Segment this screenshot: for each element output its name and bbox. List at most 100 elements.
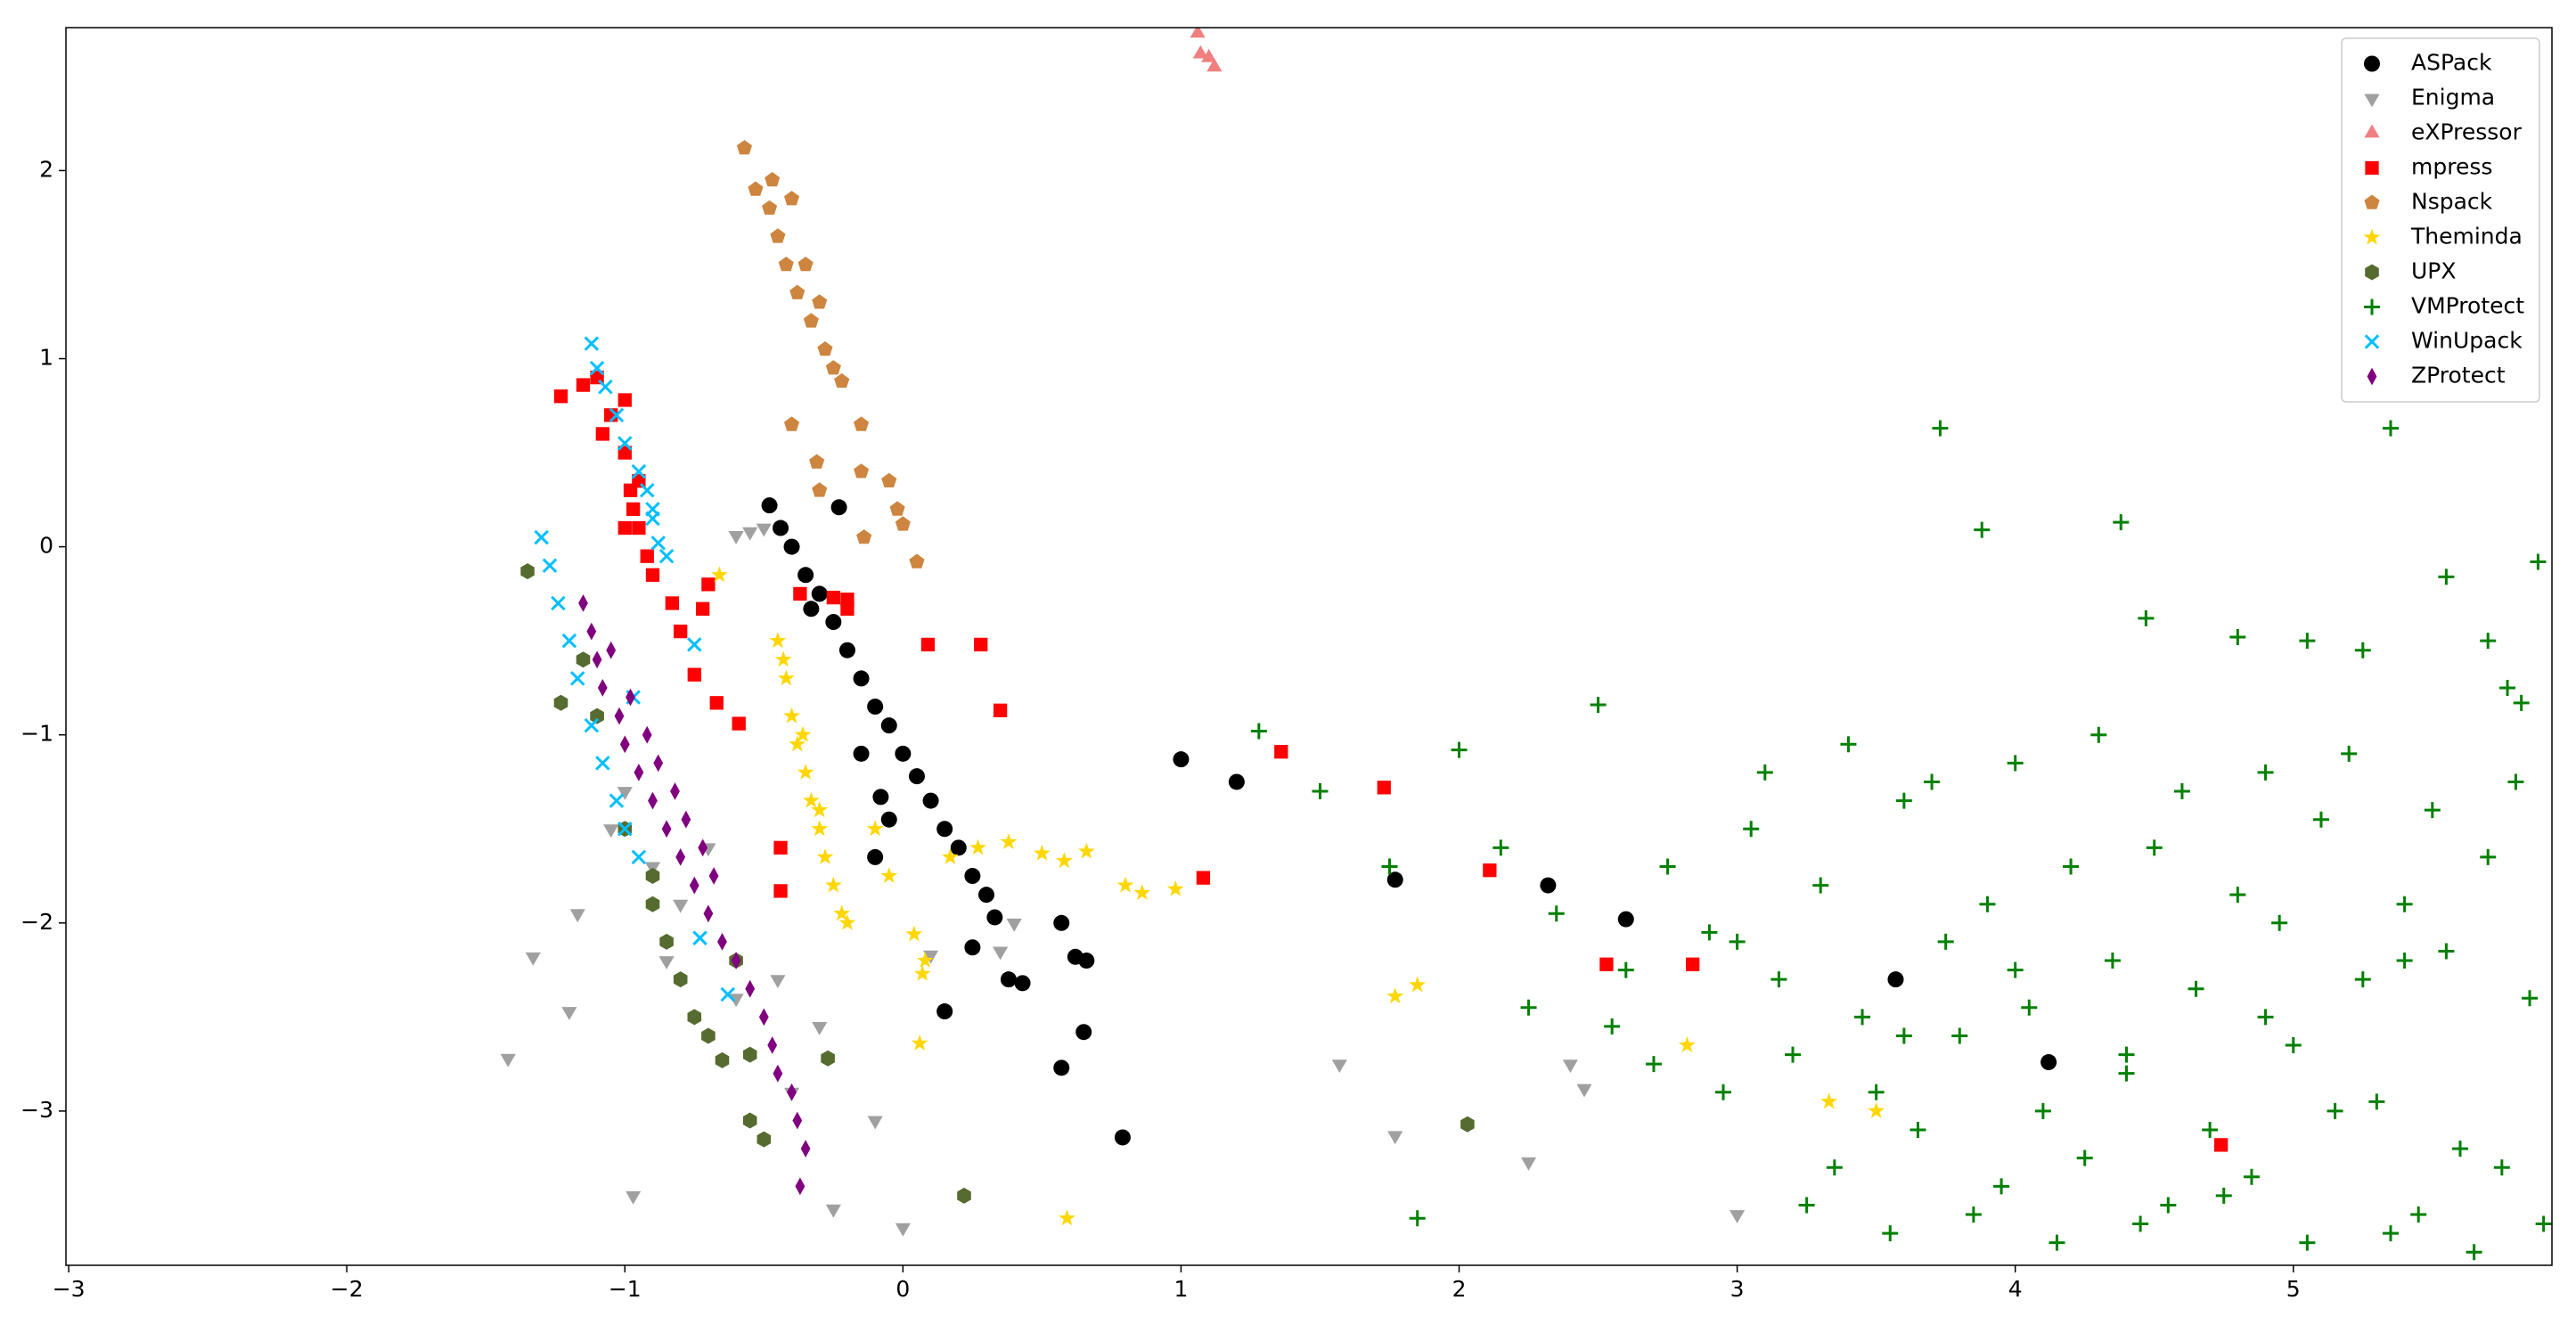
legend-marker	[2364, 299, 2380, 315]
point	[1882, 1225, 1899, 1242]
point	[1250, 723, 1267, 740]
point	[1617, 911, 1634, 928]
point	[742, 527, 758, 541]
point	[1951, 1027, 1968, 1044]
point	[617, 393, 632, 407]
point	[645, 568, 660, 582]
legend-label: ZProtect	[2411, 363, 2506, 389]
legend-label: Nspack	[2411, 189, 2493, 215]
point	[936, 1003, 953, 1020]
point	[1645, 1056, 1662, 1073]
point	[1887, 971, 1904, 988]
point	[825, 614, 842, 631]
point	[696, 601, 710, 616]
point	[867, 848, 884, 865]
point	[2382, 1225, 2399, 1242]
point	[590, 707, 604, 724]
point	[561, 1007, 577, 1020]
point	[770, 228, 786, 243]
point	[880, 811, 897, 828]
point	[2257, 1009, 2274, 1026]
point	[811, 585, 828, 602]
point	[631, 849, 647, 865]
plot-points	[500, 28, 2552, 1261]
point	[673, 899, 689, 913]
point	[661, 820, 672, 838]
point	[789, 735, 806, 752]
point	[653, 754, 664, 773]
point	[650, 536, 666, 551]
point	[606, 641, 617, 659]
point	[833, 904, 851, 921]
point	[803, 791, 820, 808]
point	[964, 868, 981, 885]
point	[687, 667, 701, 682]
point	[2522, 990, 2539, 1007]
point	[773, 840, 788, 855]
point	[648, 791, 658, 810]
point	[867, 699, 884, 716]
point	[500, 1053, 516, 1067]
point	[525, 952, 541, 966]
point	[1166, 879, 1184, 896]
point	[2090, 726, 2107, 743]
point	[1548, 905, 1565, 922]
point	[1617, 961, 1634, 978]
point	[2535, 1215, 2552, 1232]
point	[1000, 833, 1018, 849]
point	[809, 454, 825, 469]
point	[1386, 871, 1403, 888]
legend-box	[2341, 37, 2540, 403]
point	[1826, 1159, 1843, 1176]
point	[767, 1036, 778, 1054]
point	[687, 637, 702, 652]
legend-label: Theminda	[2410, 224, 2523, 249]
point	[603, 824, 619, 838]
legend-marker	[2364, 94, 2380, 108]
point	[2113, 514, 2130, 531]
point	[2007, 755, 2024, 772]
point	[642, 725, 652, 744]
point	[1770, 971, 1787, 988]
point	[800, 1140, 811, 1157]
point	[1854, 1009, 1871, 1026]
point	[2507, 773, 2524, 790]
point	[658, 956, 675, 969]
point	[1190, 28, 1206, 38]
point	[2354, 642, 2371, 658]
point	[1715, 1084, 1731, 1100]
point	[834, 372, 850, 389]
point	[817, 341, 833, 356]
point	[576, 378, 591, 392]
point	[2173, 783, 2190, 800]
point	[1451, 741, 1468, 758]
point	[942, 848, 959, 864]
point	[853, 670, 870, 687]
x-tick-label: 5	[2286, 1276, 2301, 1302]
point	[626, 688, 635, 707]
point	[617, 822, 633, 837]
point	[784, 416, 800, 431]
point	[584, 717, 600, 733]
point	[1387, 1131, 1403, 1145]
point	[609, 793, 625, 808]
point	[2480, 848, 2497, 865]
point	[2396, 953, 2413, 969]
point	[1979, 896, 1996, 912]
point	[645, 896, 660, 912]
point	[784, 191, 800, 206]
point	[1078, 953, 1095, 969]
point	[639, 483, 655, 498]
legend-marker	[2367, 367, 2377, 386]
point	[1520, 999, 1537, 1016]
point	[1576, 1084, 1592, 1098]
point	[1014, 975, 1031, 992]
point	[2118, 1046, 2135, 1063]
point	[595, 427, 609, 441]
point	[916, 952, 934, 968]
point	[1460, 1116, 1475, 1133]
point	[569, 671, 585, 686]
point	[2104, 953, 2121, 969]
point	[761, 497, 778, 514]
